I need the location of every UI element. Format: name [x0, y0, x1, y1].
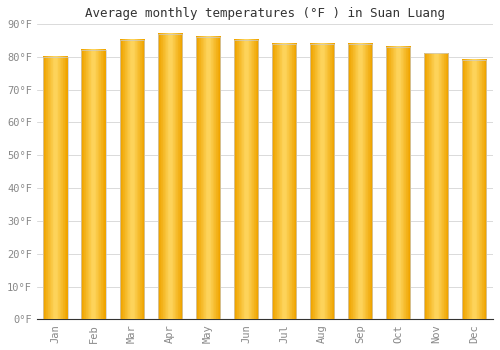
Bar	[462, 60, 486, 320]
Bar	[462, 60, 486, 320]
Bar	[348, 44, 372, 320]
Bar	[272, 44, 296, 320]
Bar	[310, 44, 334, 320]
Bar	[44, 57, 68, 320]
Bar	[272, 44, 296, 320]
Bar	[234, 40, 258, 320]
Bar	[310, 44, 334, 320]
Bar	[424, 54, 448, 320]
Bar	[120, 40, 144, 320]
Bar	[82, 50, 106, 320]
Title: Average monthly temperatures (°F ) in Suan Luang: Average monthly temperatures (°F ) in Su…	[85, 7, 445, 20]
Bar	[424, 54, 448, 320]
Bar	[234, 40, 258, 320]
Bar	[158, 34, 182, 320]
Bar	[386, 47, 410, 320]
Bar	[196, 37, 220, 320]
Bar	[120, 40, 144, 320]
Bar	[386, 47, 410, 320]
Bar	[44, 57, 68, 320]
Bar	[82, 50, 106, 320]
Bar	[348, 44, 372, 320]
Bar	[196, 37, 220, 320]
Bar	[158, 34, 182, 320]
